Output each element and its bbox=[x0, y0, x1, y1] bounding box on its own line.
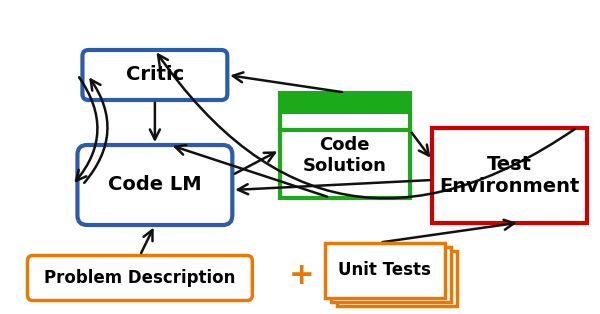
FancyBboxPatch shape bbox=[337, 251, 457, 306]
FancyBboxPatch shape bbox=[77, 145, 232, 225]
FancyBboxPatch shape bbox=[280, 93, 410, 113]
Text: Unit Tests: Unit Tests bbox=[338, 261, 431, 279]
FancyBboxPatch shape bbox=[331, 246, 451, 301]
Text: Critic: Critic bbox=[126, 66, 184, 84]
FancyBboxPatch shape bbox=[325, 242, 445, 297]
FancyBboxPatch shape bbox=[432, 127, 587, 223]
Text: Code
Solution: Code Solution bbox=[303, 136, 386, 175]
FancyBboxPatch shape bbox=[82, 50, 227, 100]
FancyBboxPatch shape bbox=[28, 256, 253, 300]
FancyBboxPatch shape bbox=[280, 93, 410, 198]
Text: Code LM: Code LM bbox=[108, 176, 202, 194]
Text: Problem Description: Problem Description bbox=[44, 269, 236, 287]
Text: Test
Environment: Test Environment bbox=[439, 154, 580, 196]
Text: +: + bbox=[289, 261, 314, 290]
